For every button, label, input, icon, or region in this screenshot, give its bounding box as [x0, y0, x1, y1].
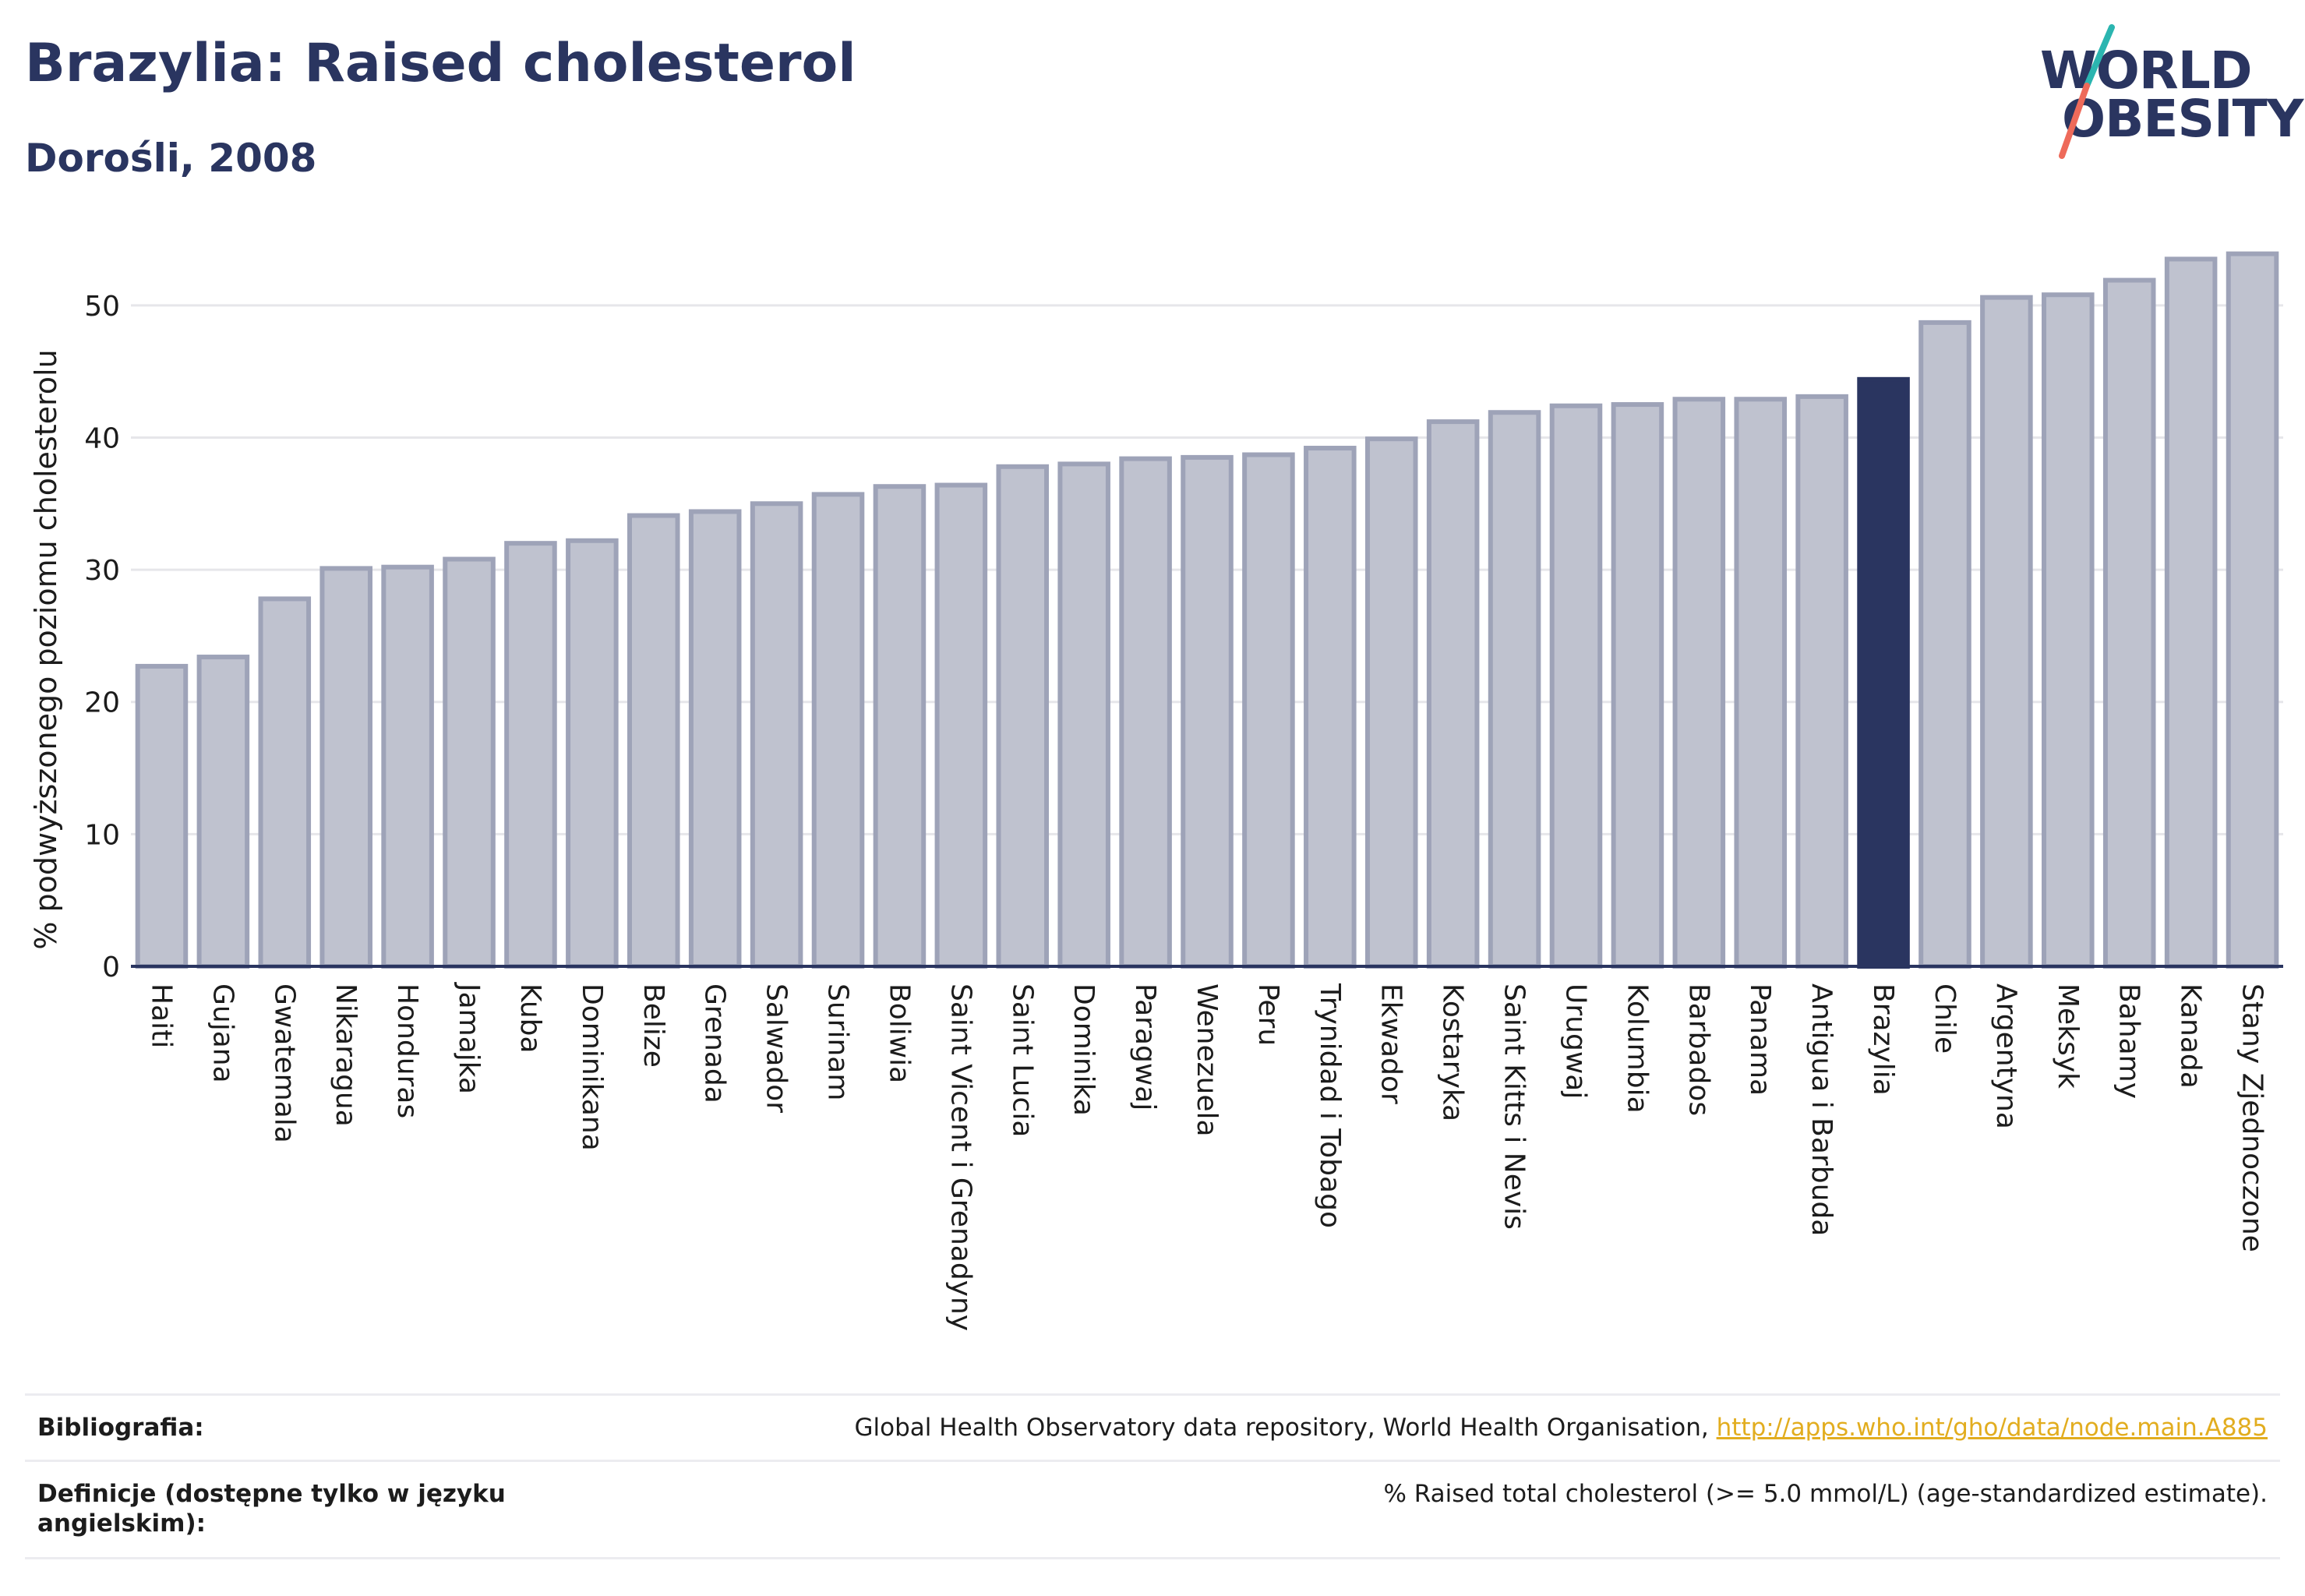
bibliography-label: Bibliografia:: [37, 1414, 204, 1442]
x-tick-label: Paragwaj: [1129, 983, 1161, 1110]
bar: [1488, 410, 1541, 969]
bar: [1918, 320, 1971, 969]
y-tick-label: 30: [84, 555, 120, 587]
bars: [135, 251, 2279, 969]
x-tick-label: Kanada: [2175, 983, 2207, 1089]
definitions-value: % Raised total cholesterol (>= 5.0 mmol/…: [1383, 1480, 2268, 1508]
bar: [996, 464, 1050, 969]
logo-text-line1: WORLD: [2040, 41, 2253, 101]
x-tick-label: Meksyk: [2052, 983, 2084, 1089]
x-tick-label: Salwador: [761, 983, 792, 1113]
x-tick-label: Saint Kitts i Nevis: [1498, 983, 1530, 1230]
page-title: Brazylia: Raised cholesterol: [25, 33, 856, 94]
bar: [873, 484, 927, 969]
bar: [504, 541, 557, 969]
x-tick-label: Gwatemala: [268, 983, 300, 1143]
x-tick-label: Chile: [1929, 983, 1961, 1054]
bar: [811, 492, 865, 969]
bar: [1857, 376, 1910, 969]
x-tick-label: Wenezuela: [1191, 983, 1223, 1137]
bar: [750, 501, 803, 969]
page-subtitle: Dorośli, 2008: [25, 136, 317, 181]
y-tick-label: 40: [84, 422, 120, 454]
bibliography-value: Global Health Observatory data repositor…: [855, 1413, 2268, 1442]
x-tick-label: Kuba: [514, 983, 546, 1054]
y-tick-labels: 0 10 20 30 40 50: [84, 291, 120, 983]
world-obesity-logo: WORLD OBESITY: [2026, 23, 2303, 164]
bar: [319, 566, 372, 969]
x-tick-label: Kostaryka: [1437, 983, 1469, 1121]
bar: [1119, 456, 1172, 969]
info-table: Bibliografia: Global Health Observatory …: [25, 1393, 2280, 1559]
x-tick-label: Urugwaj: [1559, 983, 1591, 1099]
bar: [1057, 461, 1110, 969]
bar-chart: 0 10 20 30 40 50 Haiti Gujana Gwatemala Nikaragu…: [29, 251, 2283, 1331]
bar: [1364, 436, 1418, 969]
x-tick-label: Honduras: [391, 983, 423, 1118]
x-tick-label: Argentyna: [1990, 983, 2022, 1129]
x-tick-label: Bahamy: [2113, 983, 2145, 1099]
x-tick-label: Dominika: [1068, 983, 1100, 1116]
y-tick-label: 50: [84, 291, 120, 323]
x-tick-label: Barbados: [1682, 983, 1714, 1116]
x-tick-label: Trynidad i Tobago: [1314, 983, 1346, 1228]
bar: [627, 513, 680, 969]
y-tick-label: 0: [102, 952, 120, 983]
logo-text-line2: OBESITY: [2062, 89, 2303, 149]
x-tick-label: Peru: [1252, 983, 1284, 1046]
x-tick-label: Panama: [1744, 983, 1776, 1096]
bar: [381, 564, 434, 969]
bibliography-link[interactable]: http://apps.who.int/gho/data/node.main.A…: [1716, 1414, 2268, 1442]
x-tick-label: Surinam: [822, 983, 854, 1100]
bar: [196, 655, 250, 969]
y-axis-label: % podwyższonego poziomu cholesterolu: [29, 349, 63, 949]
bar: [1242, 452, 1295, 969]
bar: [566, 538, 619, 969]
bibliography-text: Global Health Observatory data repositor…: [854, 1414, 1717, 1442]
bar: [1980, 295, 2033, 969]
bar: [1181, 454, 1234, 969]
x-tick-label: Belize: [637, 983, 669, 1068]
bar: [2102, 277, 2156, 969]
x-tick-label: Saint Lucia: [1006, 983, 1038, 1137]
bar: [258, 596, 312, 969]
logo-slash-icon: [2059, 24, 2115, 159]
x-tick-label: Dominikana: [576, 983, 608, 1151]
bar: [1672, 397, 1726, 969]
bar: [2226, 251, 2279, 969]
bar: [2042, 292, 2095, 969]
x-tick-label: Jamajka: [453, 982, 485, 1094]
bibliography-row: Bibliografia: Global Health Observatory …: [25, 1393, 2280, 1460]
x-tick-label: Grenada: [699, 983, 731, 1103]
x-tick-label: Kolumbia: [1621, 983, 1653, 1114]
x-tick-label: Gujana: [206, 983, 238, 1083]
bar: [1611, 402, 1664, 969]
x-tick-label: Stany Zjednoczone: [2236, 983, 2268, 1252]
bar: [1426, 419, 1480, 969]
x-tick-label: Nikaragua: [330, 983, 362, 1127]
bar: [934, 482, 988, 969]
definitions-row: Definicje (dostępne tylko w języku angie…: [25, 1460, 2280, 1559]
bar: [2164, 256, 2218, 969]
bar: [1795, 394, 1848, 969]
y-tick-label: 20: [84, 687, 120, 719]
bar: [1304, 446, 1357, 969]
x-tick-label: Brazylia: [1867, 983, 1899, 1096]
x-tick-labels: Haiti Gujana Gwatemala Nikaragua Honduras Jam…: [145, 982, 2268, 1331]
x-tick-label: Haiti: [145, 983, 177, 1048]
x-tick-label: Ekwador: [1375, 983, 1407, 1104]
bar: [688, 509, 742, 969]
x-tick-label: Antigua i Barbuda: [1806, 983, 1837, 1236]
definitions-label: Definicje (dostępne tylko w języku angie…: [37, 1480, 506, 1538]
bar: [1549, 403, 1603, 969]
bar: [1734, 397, 1788, 969]
x-tick-label: Saint Vicent i Grenadyny: [944, 983, 976, 1331]
bar: [443, 556, 496, 969]
x-tick-label: Boliwia: [883, 983, 915, 1083]
bar: [135, 663, 189, 969]
y-tick-label: 10: [84, 819, 120, 851]
